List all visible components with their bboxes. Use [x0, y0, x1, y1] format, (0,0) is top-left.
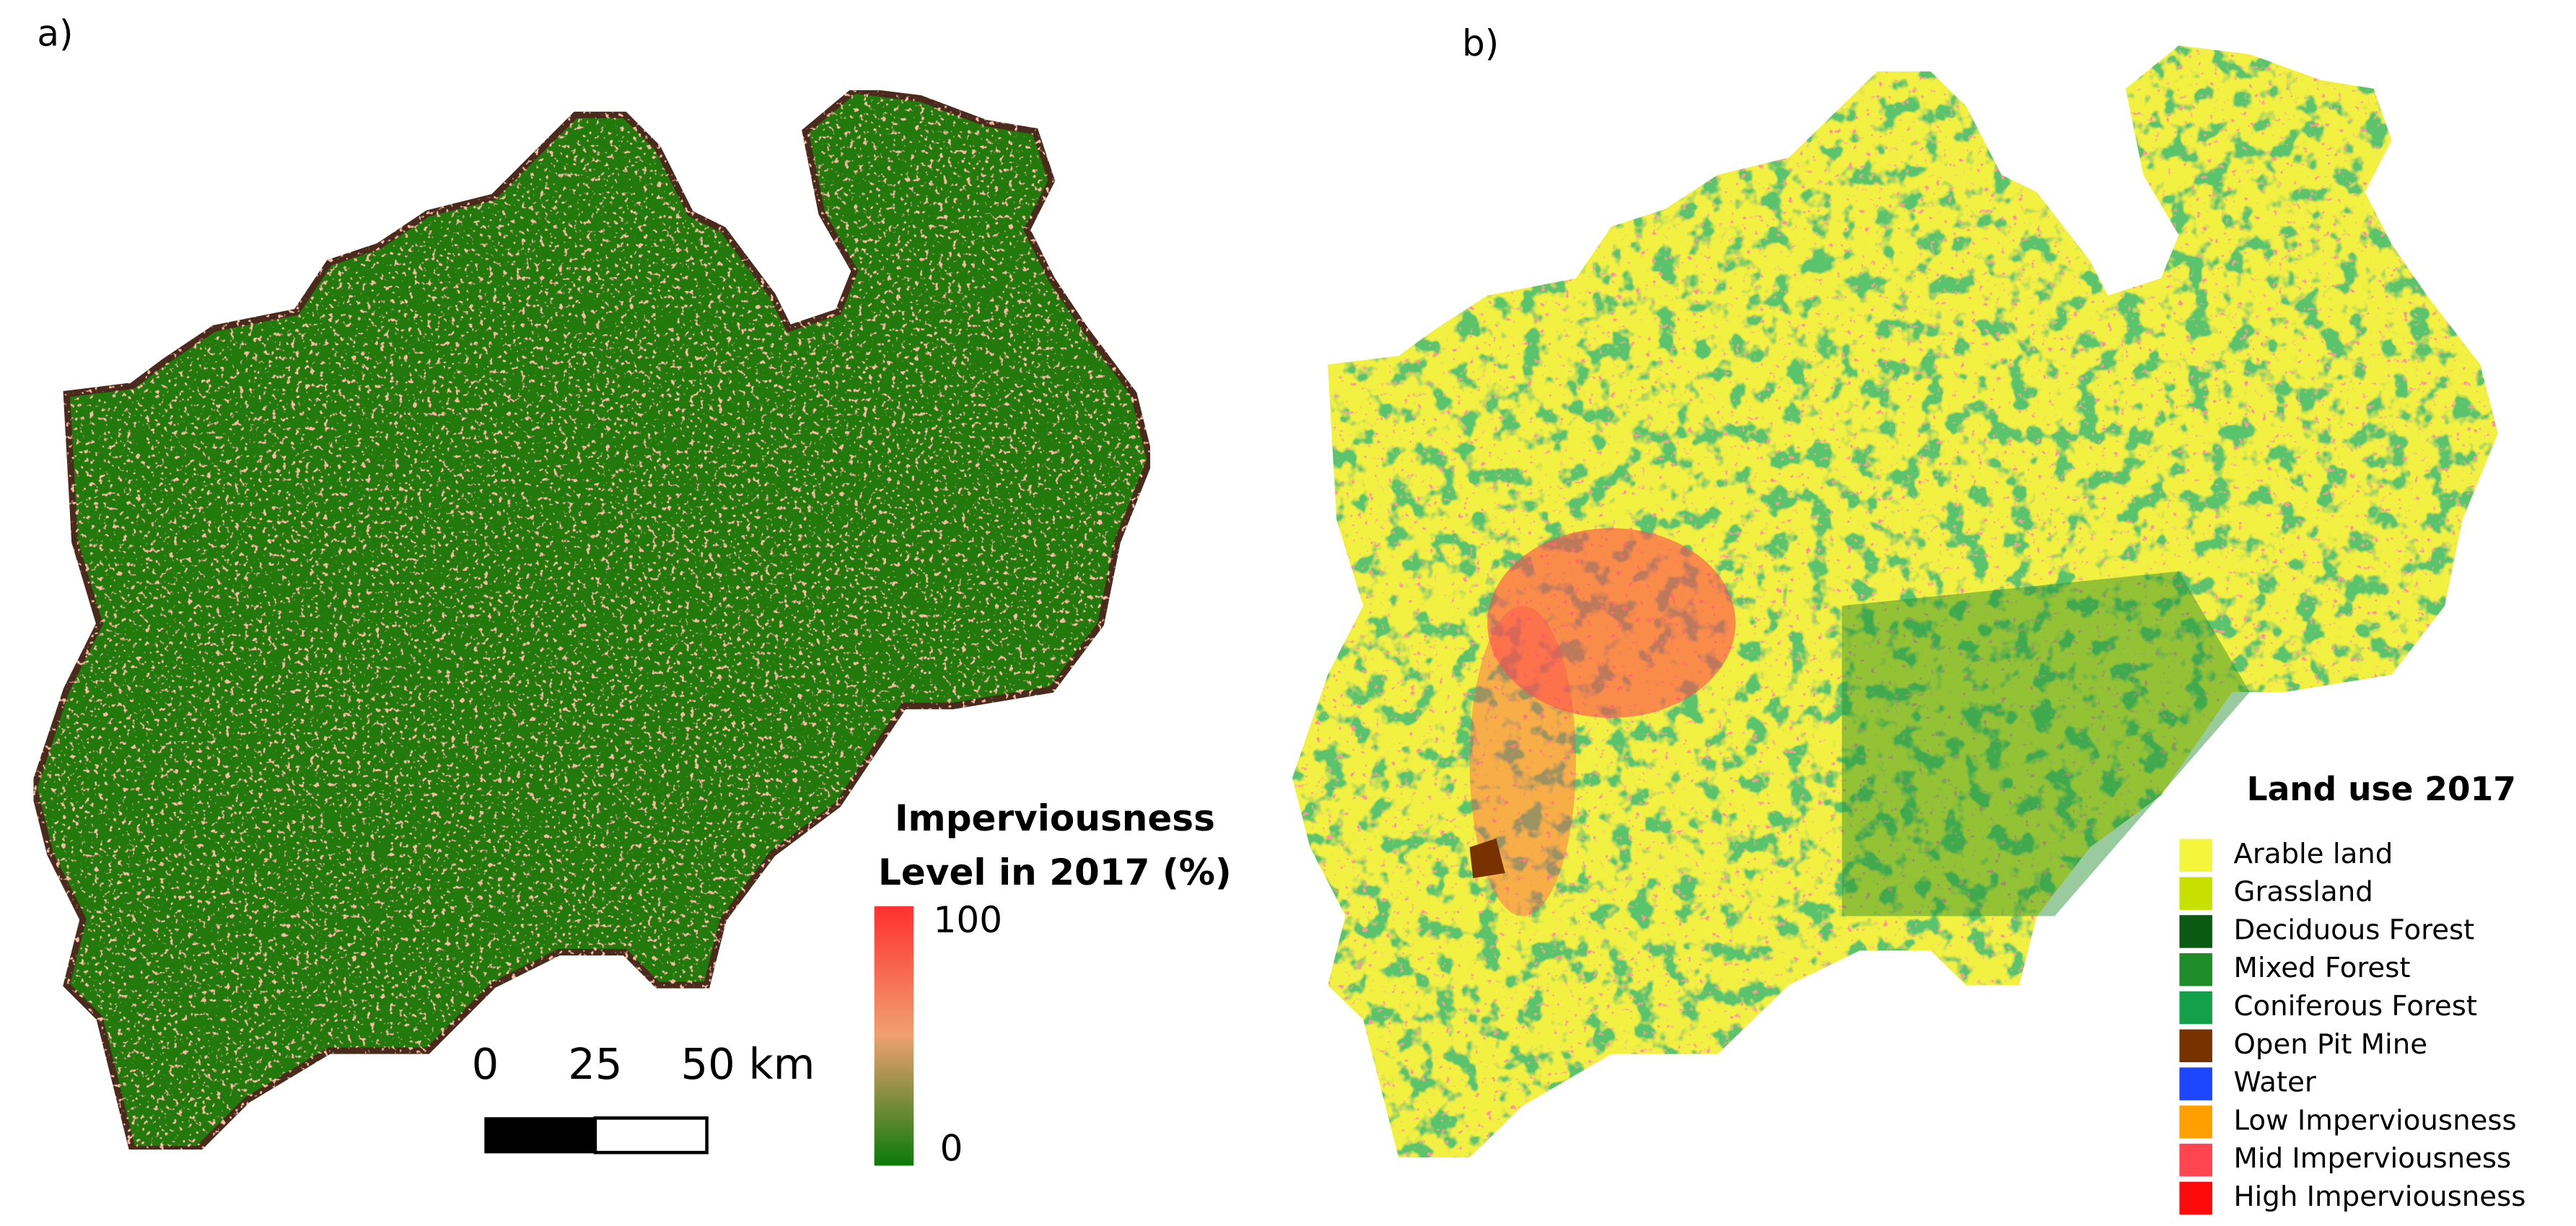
legend-title: Imperviousness [895, 797, 1215, 839]
legend-swatch [2179, 915, 2212, 948]
panel-label: a) [37, 13, 73, 55]
legend-swatch [2179, 991, 2212, 1025]
legend-label: High Imperviousness [2233, 1181, 2525, 1213]
legend-label: Arable land [2233, 838, 2393, 870]
legend-label: Mixed Forest [2233, 952, 2410, 984]
legend-swatch [2179, 1143, 2212, 1177]
legend-title: Level in 2017 (%) [878, 851, 1232, 893]
scale-bar-black [484, 1117, 597, 1154]
imperviousness-gradient [874, 906, 914, 1166]
legend-swatch [2179, 1105, 2212, 1139]
legend-swatch [2179, 877, 2212, 910]
legend-label: Water [2233, 1067, 2316, 1099]
legend-label: Open Pit Mine [2233, 1028, 2427, 1061]
scale-label: 50 km [681, 1039, 815, 1089]
legend-label: Coniferous Forest [2233, 990, 2477, 1023]
legend-label: Low Imperviousness [2233, 1104, 2516, 1137]
legend-label: Mid Imperviousness [2233, 1142, 2511, 1175]
scale-label: 25 [568, 1039, 622, 1089]
scale-label: 0 [472, 1039, 499, 1089]
legend-min: 0 [940, 1127, 963, 1169]
legend-swatch [2179, 839, 2212, 872]
legend-swatch [2179, 1029, 2212, 1063]
legend-label: Deciduous Forest [2233, 914, 2474, 946]
legend-max: 100 [934, 899, 1003, 941]
land-use-map [1292, 45, 2498, 1157]
scale-bar-white [593, 1116, 709, 1155]
legend-label: Grassland [2233, 876, 2373, 908]
legend-title: Land use 2017 [2247, 770, 2516, 808]
legend-swatch [2179, 1181, 2212, 1215]
legend-swatch [2179, 953, 2212, 986]
imperviousness-map [34, 90, 1150, 1149]
panel-label: b) [1462, 22, 1499, 64]
legend-swatch [2179, 1067, 2212, 1100]
